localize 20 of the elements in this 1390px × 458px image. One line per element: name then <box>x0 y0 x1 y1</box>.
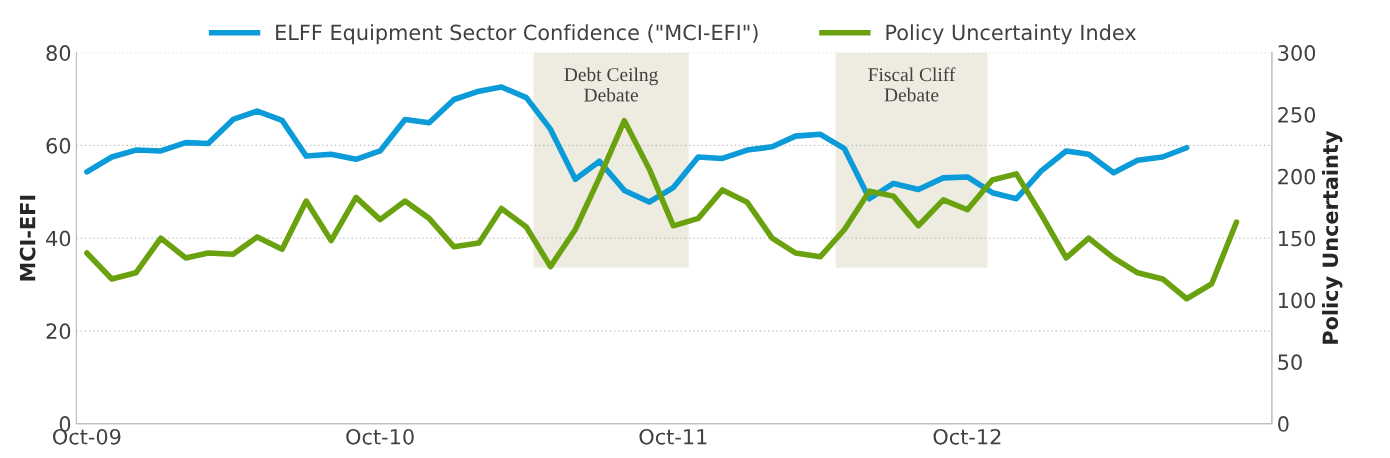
x-tick-label: Oct-10 <box>346 428 414 445</box>
y2-tick-label: 250 <box>1278 106 1316 123</box>
band-label: Fiscal Cliff Debate <box>868 67 956 102</box>
y-axis-title: MCI-EFI <box>19 195 36 281</box>
y-tick-label: 20 <box>46 323 71 340</box>
y2-tick-label: 150 <box>1279 230 1316 247</box>
x-tick-label: Oct-12 <box>933 428 1001 445</box>
y2-tick-label: 100 <box>1279 292 1316 309</box>
y2-tick-label: 50 <box>1278 354 1302 371</box>
y2-tick-label: 200 <box>1278 168 1316 185</box>
band-label: Debt Ceilng Debate <box>564 67 658 102</box>
y-tick-label: 80 <box>46 45 71 61</box>
y2-tick-label: 300 <box>1278 45 1316 61</box>
y2-axis-title: Policy Uncertainty <box>1322 131 1343 344</box>
x-tick-label: Oct-11 <box>639 428 707 445</box>
legend-label: ELFF Equipment Sector Confidence ("MCI-EFI") <box>276 24 758 45</box>
y-tick-label: 40 <box>46 230 71 247</box>
y-tick-label: 60 <box>46 137 71 154</box>
legend-label: Policy Uncertainty Index <box>886 24 1136 45</box>
y2-tick-label: 0 <box>1278 416 1289 432</box>
